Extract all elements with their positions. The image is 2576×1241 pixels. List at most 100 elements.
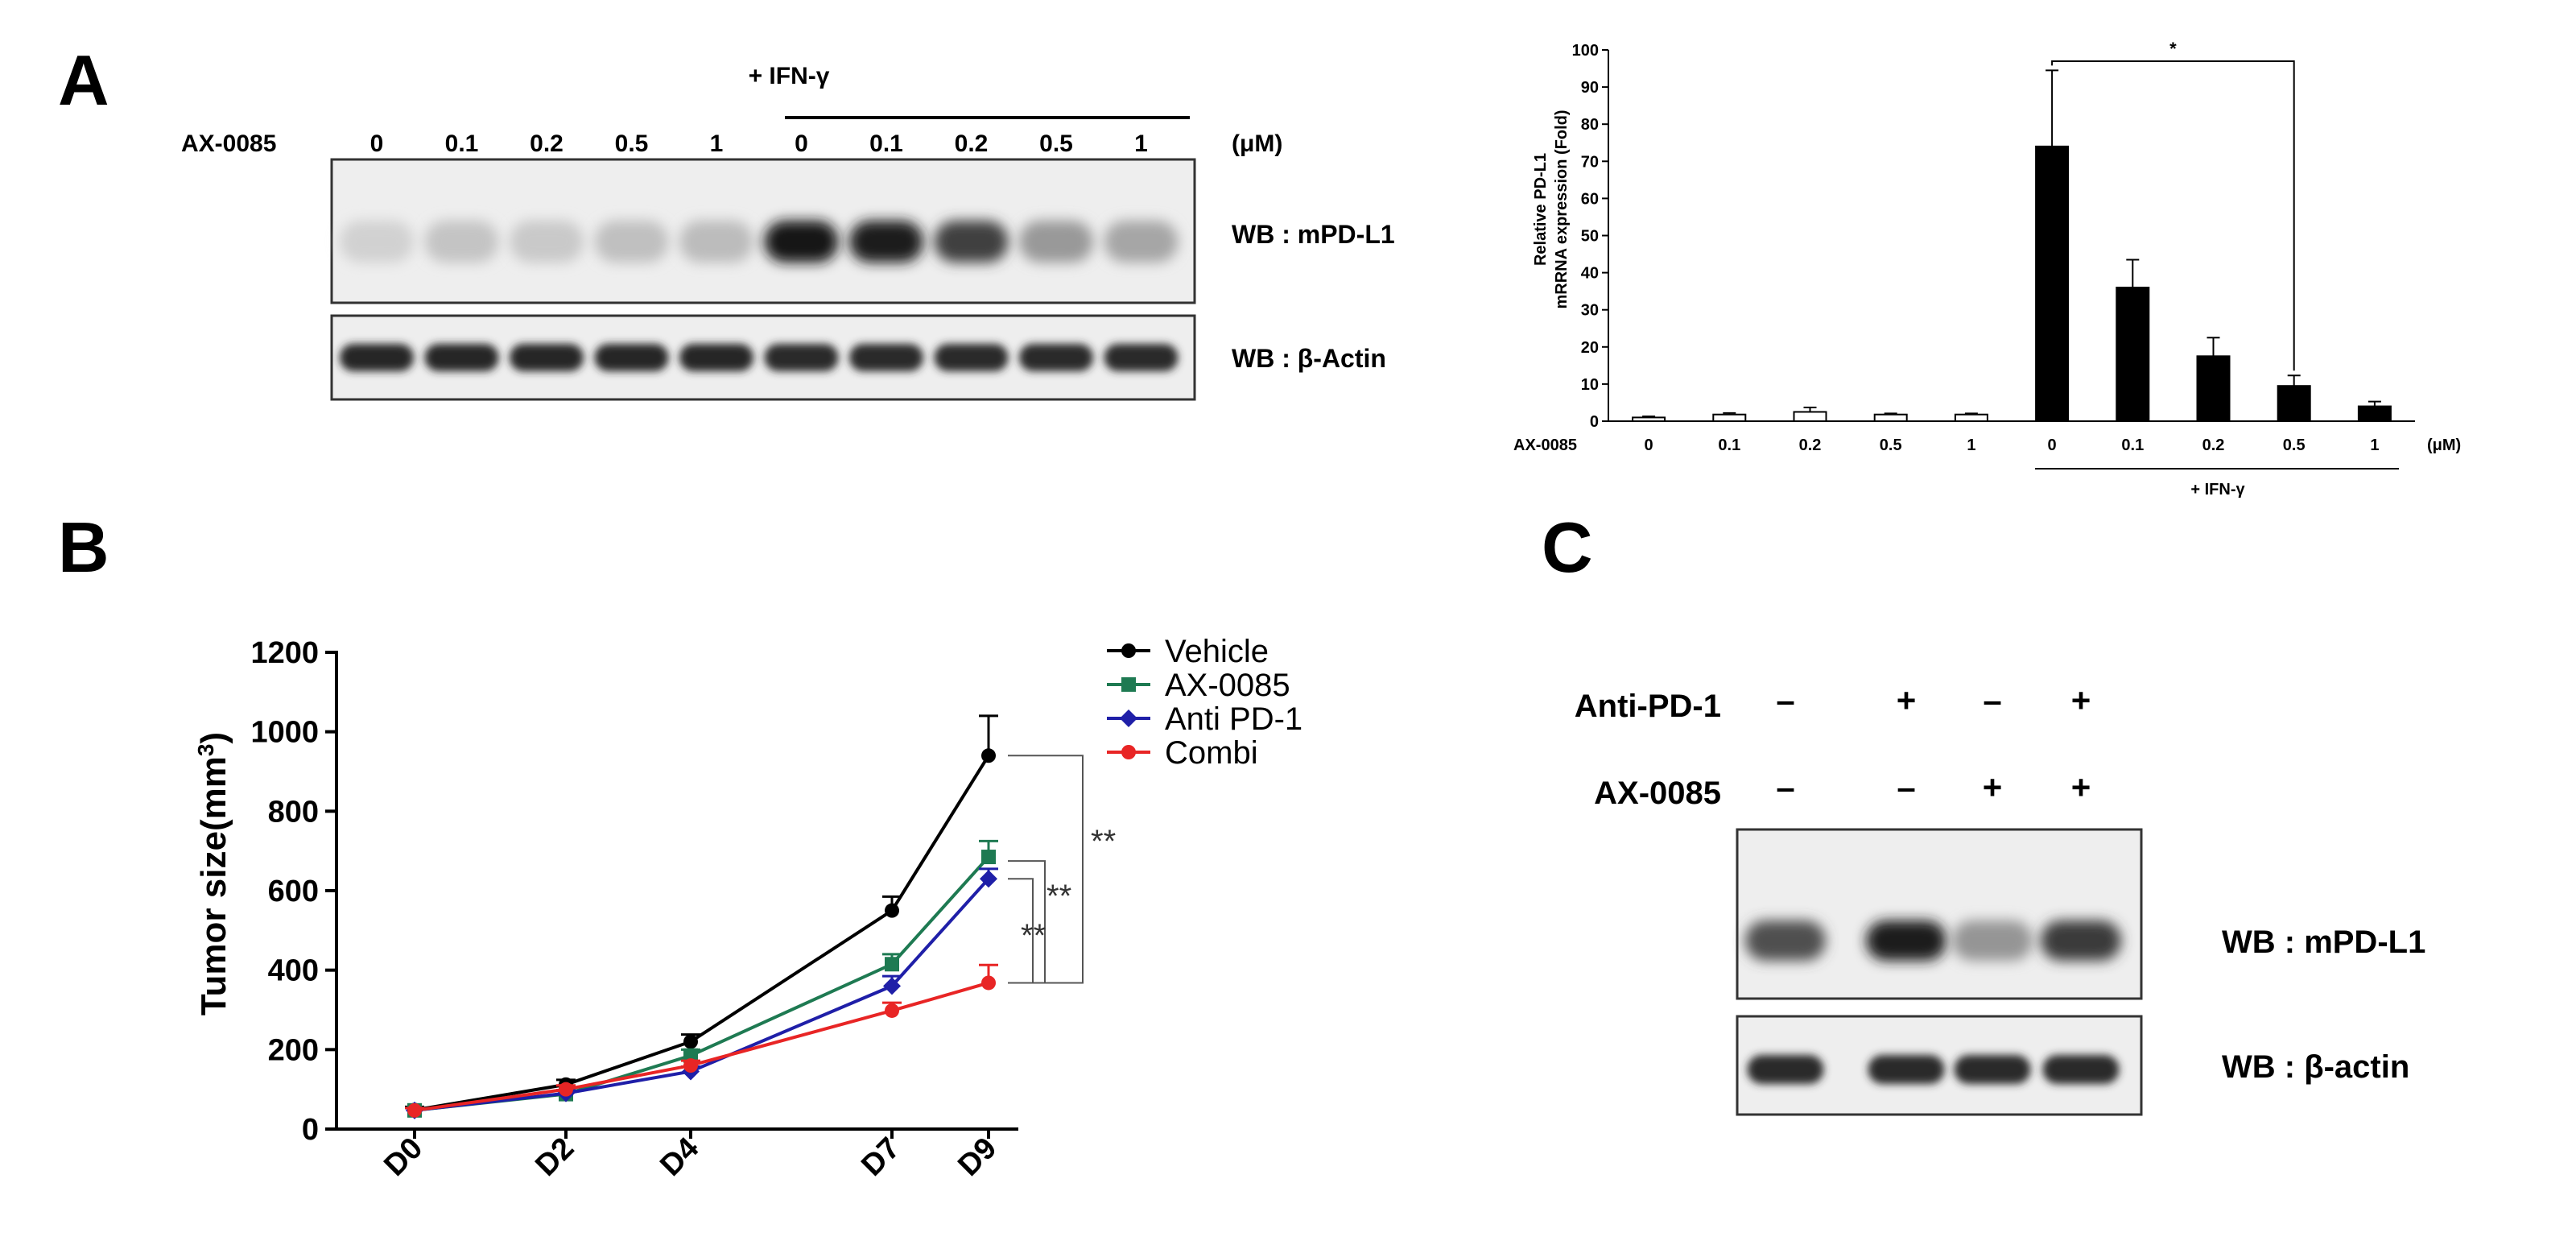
- panel-a-bar-chart: Relative PD-L1 mRRNA expression (Fold) 0…: [1513, 39, 2461, 498]
- blot-a-band: [849, 221, 923, 263]
- line-chart-point: [980, 870, 997, 888]
- panel-a-blot: + IFN-γ AX-0085 (μM) 0 0.1 0.2 0.5 1 0 0.1 0.2 0…: [181, 63, 1395, 401]
- bar-chart-x-tick-label: 0.2: [1799, 436, 1822, 454]
- bar-chart-significance-label: *: [2169, 39, 2177, 59]
- bar-chart-y-tick-label: 50: [1581, 228, 1599, 246]
- line-chart-point: [885, 957, 899, 972]
- blot-a-bands-actin: [340, 344, 1179, 371]
- line-chart-point: [683, 1048, 698, 1063]
- bar-chart-x-tick-label: 0: [2048, 436, 2057, 454]
- blot-a-band: [340, 221, 414, 263]
- blot-c-band: [1745, 920, 1826, 961]
- line-chart-significance-label: **: [1021, 918, 1046, 954]
- blot-a-lane-label: 0.1: [869, 130, 903, 157]
- bar-chart-significance: *: [2051, 39, 2295, 371]
- blot-a-band: [679, 221, 753, 263]
- bar-chart-y-tick-label: 80: [1581, 116, 1599, 134]
- line-chart-x-tick-label: D0: [378, 1131, 429, 1183]
- panel-c-letter: C: [1542, 507, 1593, 587]
- blot-a-unit-label: (μM): [1232, 130, 1282, 157]
- line-chart-legend-marker: [1121, 745, 1136, 759]
- line-chart-y-tick-label: 0: [302, 1113, 319, 1147]
- bar-chart-bar: [1954, 413, 1988, 423]
- line-chart-significance: ******: [1008, 755, 1116, 984]
- line-chart-point: [885, 903, 899, 918]
- line-chart-point: [883, 977, 901, 995]
- line-chart-legend-label: Combi: [1165, 735, 1258, 771]
- blot-c-condition-mark: +: [1897, 681, 1917, 719]
- blot-c-condition-marks: – + – + – – + +: [1776, 681, 2091, 806]
- line-chart-y-tick-label: 600: [268, 875, 319, 908]
- line-chart-x-tick-label: D4: [654, 1131, 705, 1183]
- blot-c-condition-mark: +: [2071, 768, 2091, 806]
- panel-b-letter: B: [58, 507, 109, 587]
- bar-chart-x-tick-label: 0.5: [2283, 436, 2306, 454]
- line-chart-y-tick-label: 200: [268, 1033, 319, 1067]
- bar-chart-x-tick-label: 1: [1967, 436, 1975, 454]
- blot-c-band: [1868, 1055, 1945, 1084]
- line-chart-x-tick-label: D7: [855, 1131, 906, 1183]
- blot-a-band: [1104, 344, 1179, 371]
- line-chart-significance-label: **: [1046, 879, 1071, 914]
- bar-chart-bar: [2196, 355, 2231, 423]
- blot-a-lane-label: 0.5: [1039, 130, 1073, 157]
- blot-a-band: [424, 344, 499, 371]
- line-chart-legend-marker: [1120, 709, 1137, 727]
- bar-chart-group-label: + IFN-γ: [2190, 481, 2245, 498]
- bar-chart-unit: (μM): [2427, 436, 2461, 454]
- blot-a-lane-label: 1: [1134, 130, 1148, 157]
- blot-a-lane-label: 0.5: [615, 130, 649, 157]
- line-chart-point: [981, 850, 996, 865]
- blot-c-condition-mark: –: [1897, 768, 1915, 806]
- blot-c-membrane-pdl1: [1736, 828, 2143, 1000]
- line-chart-point: [885, 1003, 899, 1018]
- blot-a-band: [764, 221, 839, 263]
- blot-a-lane-labels: 0 0.1 0.2 0.5 1 0 0.1 0.2 0.5 1: [370, 130, 1148, 157]
- blot-a-band: [510, 344, 584, 371]
- bar-chart-x-tick-label: 0.1: [2121, 436, 2144, 454]
- bar-chart-y-tick-label: 90: [1581, 79, 1599, 97]
- blot-a-band: [934, 221, 1009, 263]
- line-chart-series: [405, 714, 998, 1119]
- line-chart-x-tick-label: D9: [952, 1131, 1003, 1183]
- bar-chart-y-tick-label: 60: [1581, 190, 1599, 208]
- blot-c-bands-pdl1: [1745, 920, 2121, 961]
- blot-c-band: [1952, 920, 2033, 961]
- blot-c-band: [1954, 1055, 2031, 1084]
- bar-chart-bar: [2116, 287, 2150, 423]
- bar-chart-y-tick-label: 70: [1581, 153, 1599, 171]
- panel-a-letter: A: [58, 40, 109, 120]
- blot-c-condition-mark: –: [1983, 681, 2001, 719]
- line-chart-axes: 0 200 400 600 800 1000 1200 D0 D2 D4 D7 D9: [250, 636, 1018, 1183]
- line-chart-legend-label: Vehicle: [1165, 634, 1269, 669]
- blot-c-band: [1866, 920, 1946, 961]
- bar-chart-y-tick-label: 20: [1581, 339, 1599, 357]
- line-chart-y-tick-label: 1000: [250, 716, 319, 750]
- blot-c-cond-label-ax0085: AX-0085: [1594, 776, 1721, 811]
- line-chart-y-tick-label: 400: [268, 954, 319, 988]
- blot-a-lane-label: 1: [710, 130, 724, 157]
- blot-c-condition-mark: –: [1776, 681, 1794, 719]
- blot-a-lane-label: 0.1: [445, 130, 479, 157]
- blot-c-bands-actin: [1747, 1055, 2120, 1084]
- blot-c-condition-mark: +: [1983, 768, 2003, 806]
- blot-a-band: [679, 344, 753, 371]
- blot-a-bands-pdl1: [340, 221, 1179, 263]
- bar-chart-x-tick-label: 0.2: [2202, 436, 2225, 454]
- bar-chart-bar: [1873, 413, 1908, 423]
- line-chart-point: [683, 1034, 698, 1049]
- line-chart-y-tick-label: 1200: [250, 636, 319, 670]
- line-chart-series-line: [414, 877, 990, 1112]
- line-chart-point: [683, 1058, 698, 1073]
- blot-a-compound-label: AX-0085: [181, 130, 276, 157]
- blot-c-condition-mark: –: [1776, 768, 1794, 806]
- blot-a-band: [934, 344, 1009, 371]
- line-chart-series-line: [414, 755, 990, 1112]
- bar-chart-row-label: AX-0085: [1513, 436, 1577, 454]
- panel-c-blot: Anti-PD-1 AX-0085 – + – + – – + + WB : mPD-L1 W…: [1575, 681, 2425, 1116]
- bar-chart-bar: [2277, 385, 2311, 422]
- blot-c-band: [1747, 1055, 1824, 1084]
- bar-chart-bar: [2035, 145, 2070, 423]
- blot-a-lane-label: 0: [795, 130, 808, 157]
